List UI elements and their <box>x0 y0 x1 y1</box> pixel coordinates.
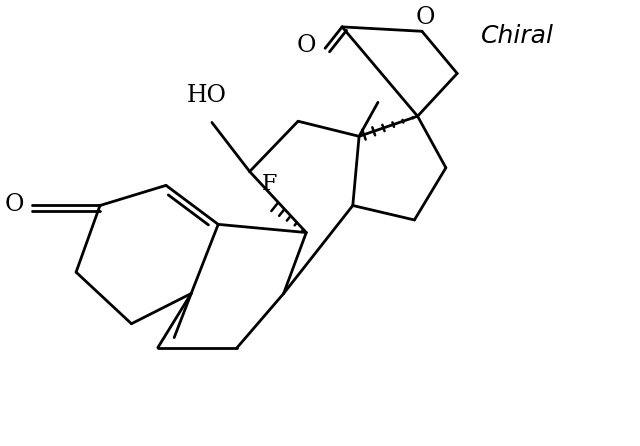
Text: O: O <box>296 33 316 57</box>
Text: O: O <box>415 6 435 29</box>
Text: F: F <box>262 173 278 195</box>
Text: O: O <box>4 193 24 216</box>
Text: Chiral: Chiral <box>481 24 554 48</box>
Text: HO: HO <box>187 84 227 107</box>
